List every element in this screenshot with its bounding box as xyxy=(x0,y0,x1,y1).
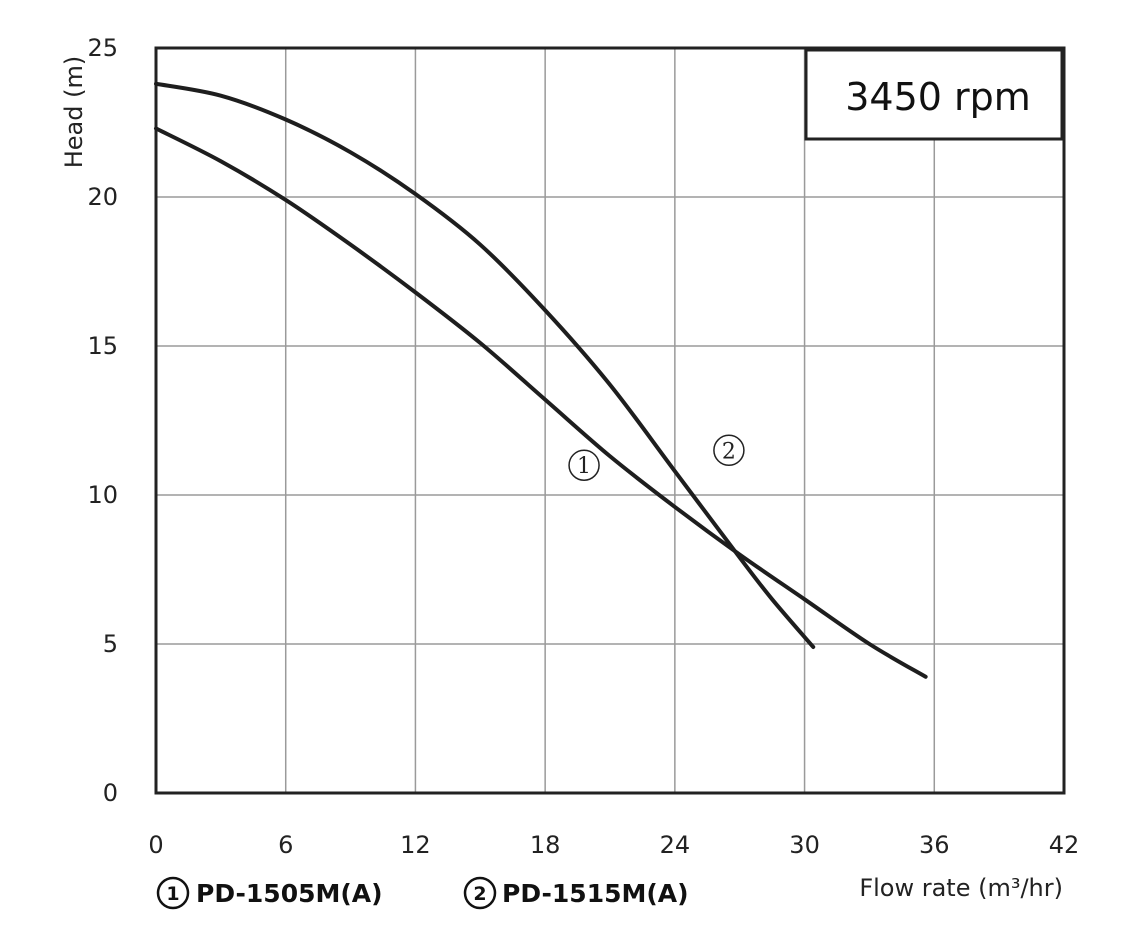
x-axis-label: Flow rate (m³/hr) xyxy=(859,874,1063,902)
legend-label-1: PD-1505M(A) xyxy=(196,879,383,908)
series-1-line xyxy=(154,126,928,679)
legend-marker-2-number: 2 xyxy=(473,883,486,905)
series-2-marker-number: 2 xyxy=(722,439,736,464)
legend-label-2: PD-1515M(A) xyxy=(502,879,689,908)
x-tick-label: 36 xyxy=(919,831,950,859)
curves: 12 xyxy=(154,81,928,679)
x-tick-label: 0 xyxy=(148,831,163,859)
y-tick-label: 0 xyxy=(103,779,118,807)
plot-frame xyxy=(154,46,1066,795)
y-tick-label: 10 xyxy=(87,481,118,509)
y-tick-label: 20 xyxy=(87,183,118,211)
y-tick-label: 25 xyxy=(87,34,118,62)
x-tick-label: 30 xyxy=(789,831,820,859)
y-axis-label: Head (m) xyxy=(60,56,88,169)
legend-item-2: 2 PD-1515M(A) xyxy=(463,876,689,910)
legend-marker-1-number: 1 xyxy=(166,883,179,905)
y-tick-label: 15 xyxy=(87,332,118,360)
series-1-marker xyxy=(568,449,600,481)
x-tick-labels: 0 6 12 18 24 30 36 42 xyxy=(148,831,1079,859)
legend-marker-1 xyxy=(156,876,190,910)
grid xyxy=(156,48,1064,793)
series-2-line xyxy=(154,81,816,649)
legend-marker-2 xyxy=(463,876,497,910)
rpm-annotation: 3450 rpm xyxy=(845,75,1031,119)
x-tick-label: 12 xyxy=(400,831,431,859)
y-tick-label: 5 xyxy=(103,630,118,658)
rpm-box xyxy=(804,48,1064,141)
x-tick-label: 18 xyxy=(530,831,561,859)
y-tick-labels: 0 5 10 15 20 25 xyxy=(87,34,118,807)
series-2-marker xyxy=(713,434,745,467)
x-tick-label: 24 xyxy=(660,831,691,859)
series-1-marker-number: 1 xyxy=(577,454,591,479)
x-tick-label: 6 xyxy=(278,831,293,859)
x-tick-label: 42 xyxy=(1049,831,1080,859)
legend-item-1: 1 PD-1505M(A) xyxy=(156,876,383,910)
